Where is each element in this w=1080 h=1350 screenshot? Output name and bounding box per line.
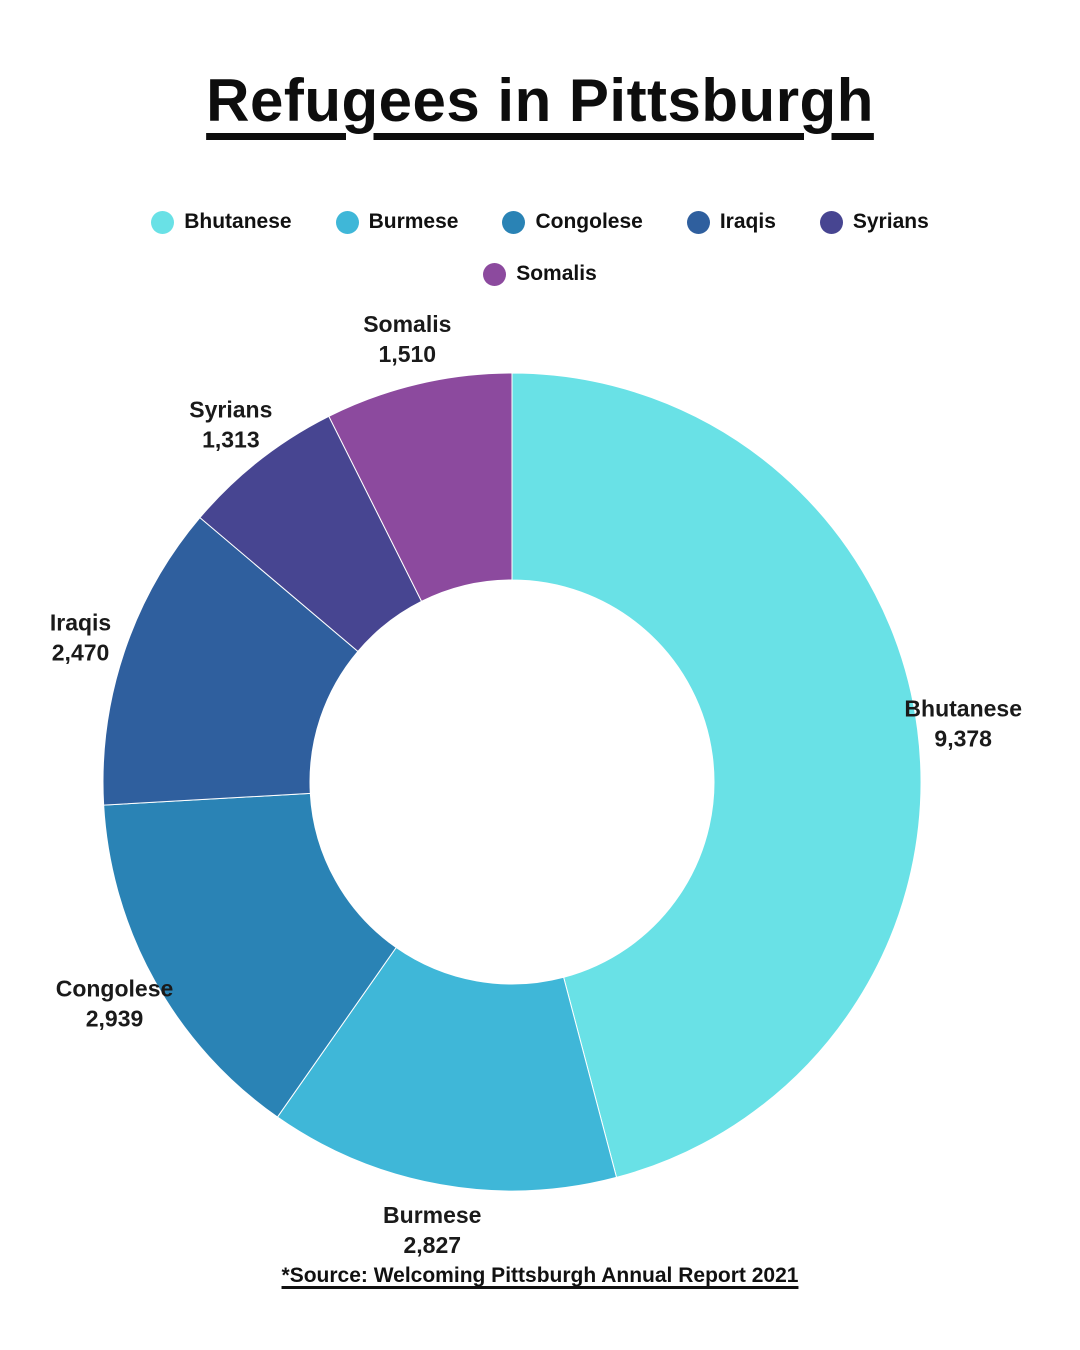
- legend: Bhutanese Burmese Congolese Iraqis Syrians So…: [100, 210, 980, 286]
- legend-item-bhutanese: Bhutanese: [151, 210, 292, 234]
- legend-dot-bhutanese: [151, 210, 175, 234]
- legend-dot-congolese: [502, 210, 526, 234]
- slice-label-iraqis: Iraqis 2,470: [50, 609, 111, 665]
- donut-slice-congolese: [103, 792, 397, 1118]
- legend-dot-burmese: [335, 210, 359, 234]
- legend-label-congolese: Congolese: [535, 210, 643, 233]
- slice-label-syrians: Syrians 1,313: [189, 396, 272, 452]
- legend-dot-somalis: [483, 262, 507, 286]
- legend-label-iraqis: Iraqis: [719, 210, 776, 233]
- source-note: *Source: Welcoming Pittsburgh Annual Rep…: [281, 1264, 799, 1287]
- donut-slice-somalis: [328, 372, 513, 603]
- donut-slice-burmese: [276, 946, 618, 1192]
- slice-label-bhutanese: Bhutanese 9,378: [904, 695, 1022, 751]
- legend-label-somalis: Somalis: [516, 262, 597, 285]
- legend-label-syrians: Syrians: [852, 210, 929, 233]
- legend-item-somalis: Somalis: [483, 262, 597, 286]
- legend-item-syrians: Syrians: [819, 210, 929, 234]
- donut-slice-iraqis: [102, 516, 359, 806]
- chart-title: Refugees in Pittsburgh: [206, 67, 874, 134]
- legend-dot-iraqis: [686, 210, 710, 234]
- legend-item-iraqis: Iraqis: [686, 210, 776, 234]
- legend-label-burmese: Burmese: [368, 210, 459, 233]
- legend-item-congolese: Congolese: [502, 210, 643, 234]
- legend-label-bhutanese: Bhutanese: [184, 210, 292, 233]
- slice-label-somalis: Somalis 1,510: [363, 311, 451, 367]
- slice-label-congolese: Congolese 2,939: [56, 975, 174, 1031]
- legend-item-burmese: Burmese: [335, 210, 459, 234]
- slice-label-burmese: Burmese 2,827: [383, 1202, 481, 1258]
- donut-slice-bhutanese: [511, 372, 922, 1179]
- legend-dot-syrians: [819, 210, 843, 234]
